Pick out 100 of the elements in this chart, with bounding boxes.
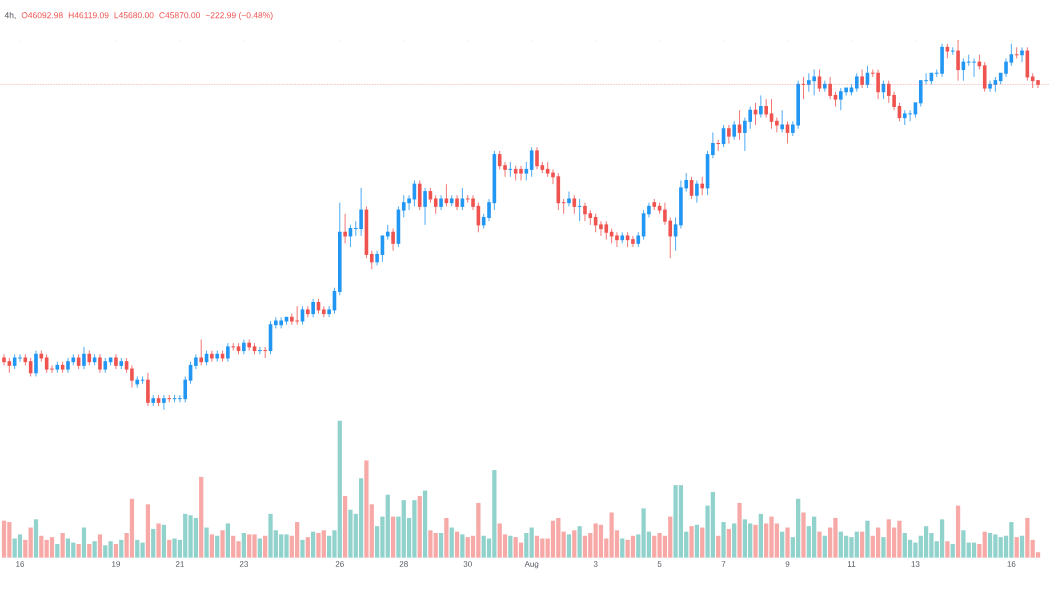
text: L45680.00 <box>114 12 154 19</box>
candlestick <box>423 187 427 226</box>
bar <box>438 533 444 558</box>
candlestick <box>535 146 539 170</box>
text: O46092.98 <box>21 12 63 19</box>
bar <box>881 537 886 558</box>
bar <box>689 526 694 558</box>
candlestick <box>854 73 859 93</box>
bar <box>220 530 225 558</box>
bar <box>566 534 572 558</box>
bar <box>950 544 955 558</box>
candlestick <box>375 250 379 267</box>
bar <box>167 540 172 558</box>
candlestick <box>417 180 422 211</box>
bar <box>550 520 556 558</box>
bar <box>1019 535 1025 558</box>
bar <box>971 542 977 558</box>
bar <box>561 531 566 558</box>
chart-title: 4h, <box>4 12 16 20</box>
bar <box>305 537 310 558</box>
candlestick <box>460 187 465 211</box>
bar <box>449 527 454 558</box>
bar <box>508 535 513 558</box>
candlestick <box>242 339 246 355</box>
bar <box>572 530 577 558</box>
bar <box>865 520 870 558</box>
bar <box>1025 518 1030 558</box>
bar <box>955 505 961 558</box>
bar <box>1014 537 1019 558</box>
candlestick <box>764 98 768 119</box>
bar <box>529 527 534 558</box>
bar <box>875 527 881 558</box>
bar <box>28 527 33 558</box>
bar <box>460 534 465 558</box>
bar <box>716 535 721 558</box>
candlestick <box>258 346 262 355</box>
bar <box>263 535 268 558</box>
bar <box>76 544 81 558</box>
bar <box>737 503 742 558</box>
candlestick <box>311 298 315 318</box>
bar <box>60 533 65 558</box>
text: −222.99 (−0.48%) <box>205 12 273 21</box>
bar <box>161 524 167 558</box>
text: C45870.00 <box>159 12 200 19</box>
bar <box>65 538 71 558</box>
candlestick <box>226 342 230 363</box>
bar <box>358 478 364 558</box>
candlestick <box>711 132 715 159</box>
candlestick <box>343 213 347 244</box>
bar <box>81 527 87 558</box>
bar <box>311 531 316 558</box>
candlestick <box>1009 43 1014 67</box>
candlestick <box>988 80 992 93</box>
candlestick <box>759 95 763 119</box>
bar <box>257 538 262 558</box>
bar <box>119 540 124 558</box>
candlestick <box>439 195 443 211</box>
candlestick <box>2 354 6 366</box>
bar <box>300 540 305 558</box>
candlestick <box>780 109 784 133</box>
bar <box>342 496 348 558</box>
bar <box>1 520 7 558</box>
bar <box>694 524 700 558</box>
bar <box>939 519 945 558</box>
candlestick <box>727 124 731 145</box>
candlestick <box>950 47 955 56</box>
bar <box>241 533 246 558</box>
bar <box>215 535 220 558</box>
candlestick <box>167 394 172 403</box>
bar <box>23 540 28 558</box>
bar <box>726 529 732 558</box>
candlestick <box>327 305 331 318</box>
candlestick <box>194 354 198 370</box>
bar <box>17 534 23 558</box>
bar <box>524 533 529 558</box>
bar <box>33 519 39 558</box>
candlestick <box>114 354 118 370</box>
candlestick <box>732 121 737 141</box>
bar <box>945 541 950 558</box>
bar <box>817 531 822 558</box>
candlestick <box>98 354 102 374</box>
bar <box>145 504 151 558</box>
candlestick <box>18 354 22 363</box>
candlestick <box>82 346 86 370</box>
bar <box>732 523 737 558</box>
bar <box>204 527 209 558</box>
candlestick <box>1020 47 1024 63</box>
bar <box>92 541 97 558</box>
candlestick <box>551 169 555 185</box>
bar <box>422 490 428 558</box>
bar <box>721 522 726 558</box>
candlestick <box>519 165 523 182</box>
bar <box>454 531 460 558</box>
bar <box>582 535 588 558</box>
candlestick <box>433 195 438 215</box>
bar <box>390 516 396 558</box>
bar <box>225 523 230 558</box>
bar <box>758 514 763 558</box>
candlestick <box>34 350 38 378</box>
bar <box>753 524 758 558</box>
